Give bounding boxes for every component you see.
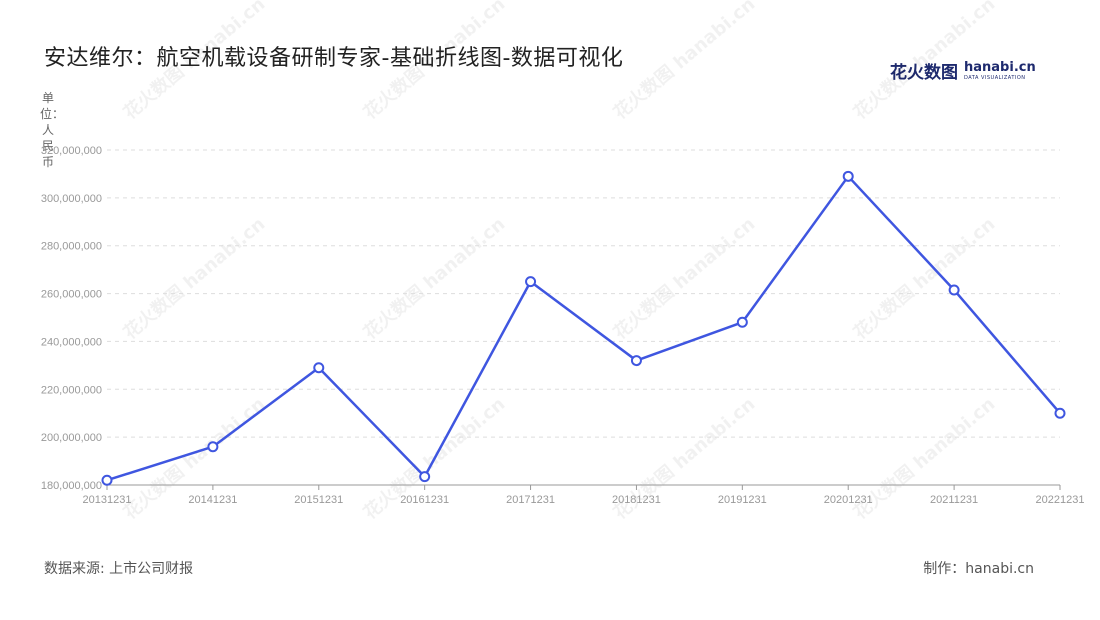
x-tick-label: 20181231 <box>612 494 661 506</box>
x-axis: 20131231 20141231 20151231 20161231 20171231… <box>83 484 1085 506</box>
brand-logo: 花火数图 hanabi.cn DATA VISUALIZATION <box>890 58 1036 84</box>
y-tick-label: 180,000,000 <box>41 480 102 492</box>
data-point[interactable] <box>630 355 642 367</box>
data-point[interactable] <box>525 276 537 288</box>
watermark-text: 花火数图 hanabi.cn <box>359 213 509 344</box>
y-tick-label: 280,000,000 <box>41 241 102 253</box>
series-points <box>101 170 1066 486</box>
y-axis-ticks: 180,000,000 200,000,000 220,000,000 240,000… <box>41 145 102 492</box>
data-point[interactable] <box>101 474 113 486</box>
x-tick-label: 20151231 <box>294 494 343 506</box>
watermark-text: 花火数图 hanabi.cn <box>119 213 269 344</box>
y-tick-label: 260,000,000 <box>41 289 102 301</box>
y-tick-label: 300,000,000 <box>41 193 102 205</box>
y-tick-label: 320,000,000 <box>41 145 102 157</box>
y-tick-label: 220,000,000 <box>41 384 102 396</box>
x-tick-label: 20171231 <box>506 494 555 506</box>
x-tick-label: 20191231 <box>718 494 767 506</box>
data-point[interactable] <box>948 284 960 296</box>
watermark-layer: 花火数图 hanabi.cn 花火数图 hanabi.cn 花火数图 hanabi.… <box>119 0 999 524</box>
x-tick-label: 20211231 <box>930 494 978 506</box>
x-tick-label: 20201231 <box>824 494 873 506</box>
brand-logo-site: hanabi.cn <box>964 59 1036 75</box>
x-tick-label: 20131231 <box>83 494 132 506</box>
data-point[interactable] <box>207 441 219 453</box>
series-line <box>106 175 1061 482</box>
x-tick-label: 20161231 <box>400 494 449 506</box>
watermark-text: 花火数图 hanabi.cn <box>119 0 269 124</box>
y-tick-label: 200,000,000 <box>41 432 102 444</box>
chart-title: 安达维尔：航空机载设备研制专家-基础折线图-数据可视化 <box>44 46 624 71</box>
brand-logo-cn: 花火数图 <box>890 63 958 83</box>
series-polyline <box>106 175 1061 482</box>
x-tick-label: 20141231 <box>188 494 237 506</box>
data-point[interactable] <box>842 170 854 182</box>
y-tick-label: 240,000,000 <box>41 336 102 348</box>
data-point[interactable] <box>419 471 431 483</box>
data-point[interactable] <box>313 362 325 374</box>
brand-logo-en: hanabi.cn DATA VISUALIZATION <box>964 61 1036 81</box>
x-tick-label: 20221231 <box>1036 494 1085 506</box>
data-source: 数据来源: 上市公司财报 <box>44 561 194 577</box>
watermark-text: 花火数图 hanabi.cn <box>849 213 999 344</box>
brand-logo-sub: DATA VISUALIZATION <box>964 74 1026 81</box>
watermark-text: 花火数图 hanabi.cn <box>849 0 999 124</box>
data-point[interactable] <box>1054 407 1066 419</box>
watermark-text: 花火数图 hanabi.cn <box>359 0 509 124</box>
watermark-text: 花火数图 hanabi.cn <box>609 0 759 124</box>
chart-maker: 制作：hanabi.cn <box>923 561 1034 577</box>
data-point[interactable] <box>736 316 748 328</box>
grid-lines <box>107 149 1060 438</box>
